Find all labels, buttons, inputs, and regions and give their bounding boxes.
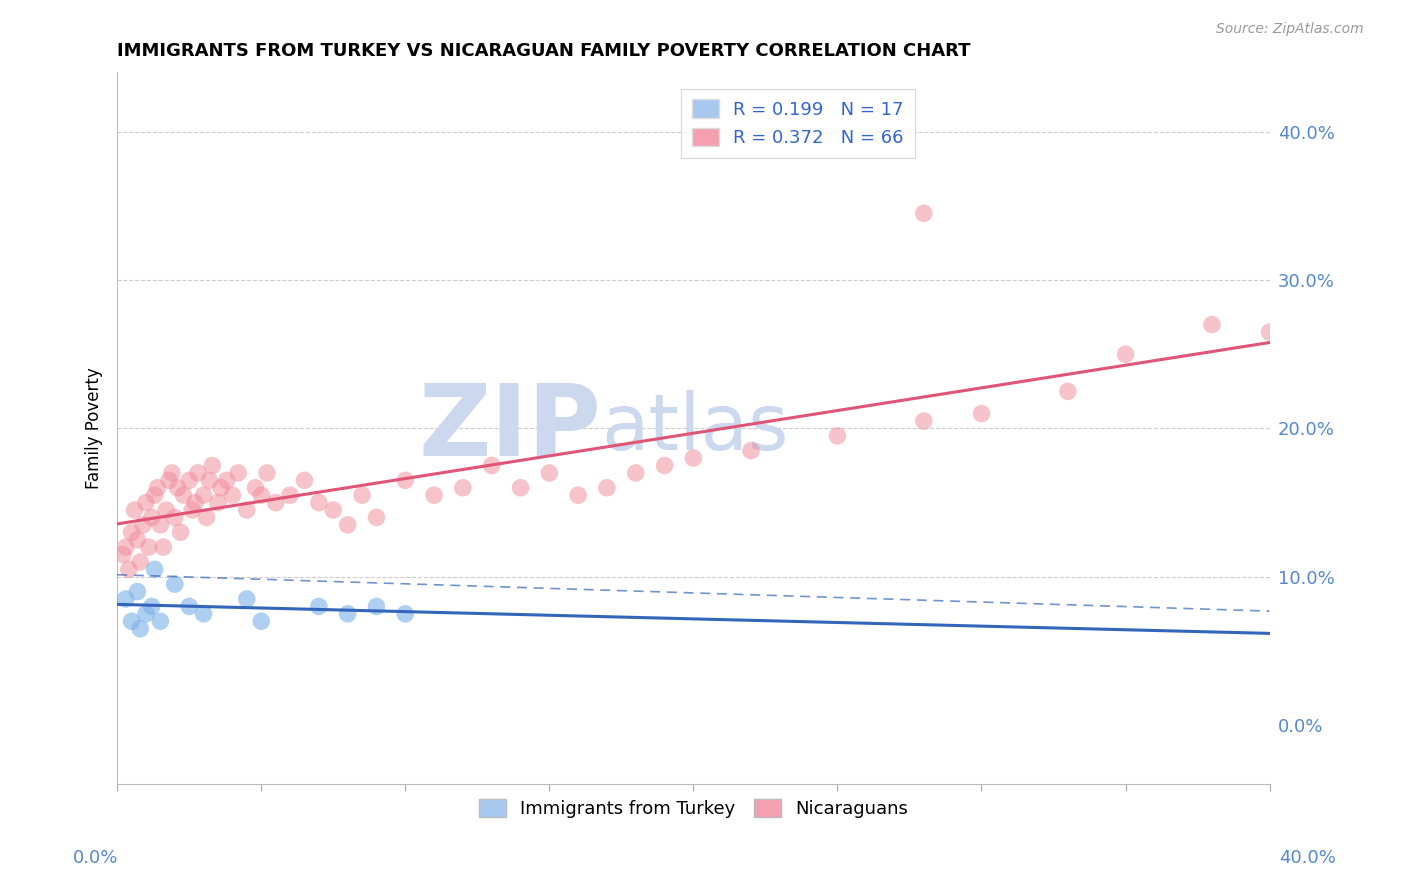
Point [129, 622, 152, 636]
Point [141, 599, 163, 614]
Point [1057, 384, 1080, 399]
Point [118, 562, 141, 576]
Text: ZIP: ZIP [419, 380, 602, 477]
Text: 0.0%: 0.0% [73, 849, 118, 867]
Point [336, 607, 359, 621]
Point [912, 206, 935, 220]
Point [970, 407, 993, 421]
Point [394, 607, 416, 621]
Point [141, 510, 163, 524]
Point [221, 488, 243, 502]
Point [172, 488, 194, 502]
Point [124, 503, 146, 517]
Point [114, 592, 136, 607]
Y-axis label: Family Poverty: Family Poverty [86, 368, 103, 490]
Text: atlas: atlas [602, 391, 789, 467]
Text: Source: ZipAtlas.com: Source: ZipAtlas.com [1216, 22, 1364, 37]
Legend: Immigrants from Turkey, Nicaraguans: Immigrants from Turkey, Nicaraguans [471, 791, 915, 825]
Point [146, 481, 169, 495]
Point [143, 488, 166, 502]
Point [169, 525, 191, 540]
Point [157, 474, 180, 488]
Point [129, 555, 152, 569]
Point [184, 495, 207, 509]
Point [152, 540, 174, 554]
Point [394, 474, 416, 488]
Point [596, 481, 619, 495]
Point [624, 466, 647, 480]
Point [226, 466, 249, 480]
Point [179, 599, 201, 614]
Point [912, 414, 935, 428]
Point [155, 503, 177, 517]
Point [1115, 347, 1137, 361]
Point [451, 481, 474, 495]
Point [308, 599, 330, 614]
Point [256, 466, 278, 480]
Point [111, 548, 134, 562]
Point [236, 592, 259, 607]
Point [207, 495, 229, 509]
Point [654, 458, 676, 473]
Point [366, 510, 388, 524]
Point [509, 481, 531, 495]
Point [135, 495, 157, 509]
Point [193, 607, 215, 621]
Point [827, 429, 849, 443]
Point [481, 458, 503, 473]
Point [215, 474, 238, 488]
Point [149, 614, 172, 628]
Point [366, 599, 388, 614]
Point [163, 577, 186, 591]
Point [195, 510, 218, 524]
Point [143, 562, 166, 576]
Point [198, 474, 221, 488]
Point [193, 488, 215, 502]
Point [1201, 318, 1223, 332]
Text: IMMIGRANTS FROM TURKEY VS NICARAGUAN FAMILY POVERTY CORRELATION CHART: IMMIGRANTS FROM TURKEY VS NICARAGUAN FAM… [117, 42, 970, 60]
Point [166, 481, 188, 495]
Point [127, 584, 149, 599]
Point [149, 517, 172, 532]
Point [138, 540, 160, 554]
Point [121, 525, 143, 540]
Point [135, 607, 157, 621]
Point [538, 466, 561, 480]
Point [179, 474, 201, 488]
Point [423, 488, 446, 502]
Text: 40.0%: 40.0% [1279, 849, 1336, 867]
Point [278, 488, 301, 502]
Point [181, 503, 204, 517]
Point [132, 517, 155, 532]
Point [567, 488, 589, 502]
Point [336, 517, 359, 532]
Point [352, 488, 374, 502]
Point [294, 474, 316, 488]
Point [236, 503, 259, 517]
Point [201, 458, 224, 473]
Point [127, 533, 149, 547]
Point [250, 488, 273, 502]
Point [121, 614, 143, 628]
Point [322, 503, 344, 517]
Point [245, 481, 267, 495]
Point [209, 481, 232, 495]
Point [740, 443, 762, 458]
Point [250, 614, 273, 628]
Point [308, 495, 330, 509]
Point [187, 466, 209, 480]
Point [163, 510, 186, 524]
Point [114, 540, 136, 554]
Point [264, 495, 287, 509]
Point [1258, 325, 1281, 339]
Point [160, 466, 183, 480]
Point [682, 451, 704, 466]
